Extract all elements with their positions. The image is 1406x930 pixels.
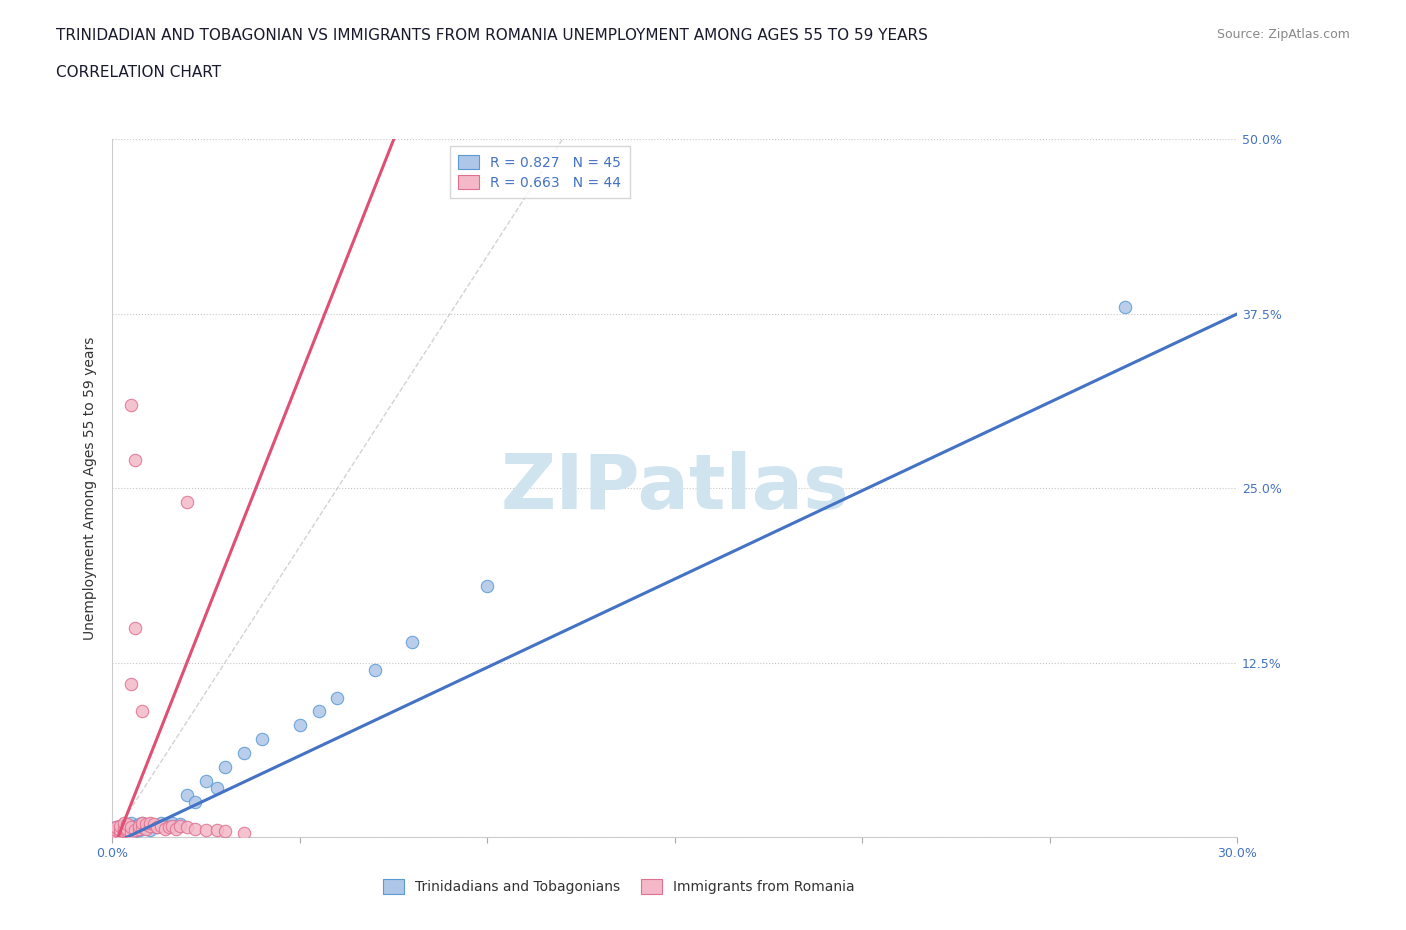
- Point: [214, 824, 236, 839]
- Point: [131, 704, 153, 719]
- Point: [364, 662, 387, 677]
- Point: [120, 397, 142, 412]
- Point: [120, 816, 142, 830]
- Point: [146, 820, 169, 835]
- Point: [139, 823, 162, 838]
- Point: [214, 760, 236, 775]
- Point: [157, 820, 180, 835]
- Point: [120, 676, 142, 691]
- Point: [117, 823, 139, 838]
- Point: [108, 823, 131, 838]
- Point: [131, 820, 153, 835]
- Point: [139, 818, 162, 833]
- Point: [162, 816, 184, 830]
- Point: [150, 816, 173, 830]
- Point: [232, 746, 254, 761]
- Point: [162, 818, 184, 833]
- Point: [195, 774, 218, 789]
- Point: [150, 818, 173, 833]
- Point: [105, 823, 128, 838]
- Point: [108, 818, 131, 833]
- Point: [207, 781, 229, 796]
- Y-axis label: Unemployment Among Ages 55 to 59 years: Unemployment Among Ages 55 to 59 years: [83, 337, 97, 640]
- Point: [117, 824, 139, 839]
- Point: [308, 704, 330, 719]
- Text: ZIPatlas: ZIPatlas: [501, 451, 849, 525]
- Point: [288, 718, 311, 733]
- Point: [176, 788, 198, 803]
- Point: [124, 823, 146, 838]
- Text: Source: ZipAtlas.com: Source: ZipAtlas.com: [1216, 28, 1350, 41]
- Point: [108, 826, 131, 841]
- Text: CORRELATION CHART: CORRELATION CHART: [56, 65, 221, 80]
- Point: [112, 824, 135, 839]
- Point: [139, 816, 162, 830]
- Point: [477, 578, 499, 593]
- Point: [157, 818, 180, 833]
- Point: [112, 821, 135, 836]
- Point: [120, 826, 142, 841]
- Point: [135, 821, 157, 836]
- Point: [112, 816, 135, 830]
- Point: [184, 821, 207, 836]
- Point: [142, 818, 165, 833]
- Point: [131, 816, 153, 830]
- Point: [105, 827, 128, 842]
- Point: [131, 816, 153, 830]
- Point: [184, 794, 207, 809]
- Point: [108, 823, 131, 838]
- Point: [112, 824, 135, 839]
- Point: [326, 690, 349, 705]
- Point: [1114, 299, 1136, 314]
- Point: [195, 823, 218, 838]
- Point: [135, 820, 157, 835]
- Point: [124, 818, 146, 833]
- Point: [120, 826, 142, 841]
- Point: [105, 820, 128, 835]
- Point: [112, 818, 135, 833]
- Point: [120, 821, 142, 836]
- Point: [128, 818, 150, 833]
- Point: [169, 818, 191, 833]
- Point: [112, 821, 135, 836]
- Point: [105, 824, 128, 839]
- Point: [146, 820, 169, 835]
- Point: [128, 823, 150, 838]
- Point: [252, 732, 274, 747]
- Point: [232, 826, 254, 841]
- Point: [124, 620, 146, 635]
- Point: [117, 817, 139, 832]
- Point: [135, 817, 157, 832]
- Point: [176, 495, 198, 510]
- Point: [165, 821, 187, 836]
- Point: [207, 823, 229, 838]
- Point: [108, 818, 131, 833]
- Point: [139, 817, 162, 832]
- Point: [105, 826, 128, 841]
- Point: [128, 821, 150, 836]
- Point: [169, 817, 191, 832]
- Point: [117, 821, 139, 836]
- Point: [124, 453, 146, 468]
- Text: TRINIDADIAN AND TOBAGONIAN VS IMMIGRANTS FROM ROMANIA UNEMPLOYMENT AMONG AGES 55: TRINIDADIAN AND TOBAGONIAN VS IMMIGRANTS…: [56, 28, 928, 43]
- Point: [108, 821, 131, 836]
- Point: [176, 820, 198, 835]
- Point: [105, 823, 128, 838]
- Point: [117, 820, 139, 835]
- Point: [131, 821, 153, 836]
- Point: [142, 817, 165, 832]
- Point: [120, 820, 142, 835]
- Point: [401, 634, 423, 649]
- Point: [105, 827, 128, 842]
- Point: [153, 821, 176, 836]
- Point: [124, 824, 146, 839]
- Point: [128, 817, 150, 832]
- Point: [108, 826, 131, 841]
- Legend: Trinidadians and Tobagonians, Immigrants from Romania: Trinidadians and Tobagonians, Immigrants…: [377, 874, 860, 900]
- Point: [105, 820, 128, 835]
